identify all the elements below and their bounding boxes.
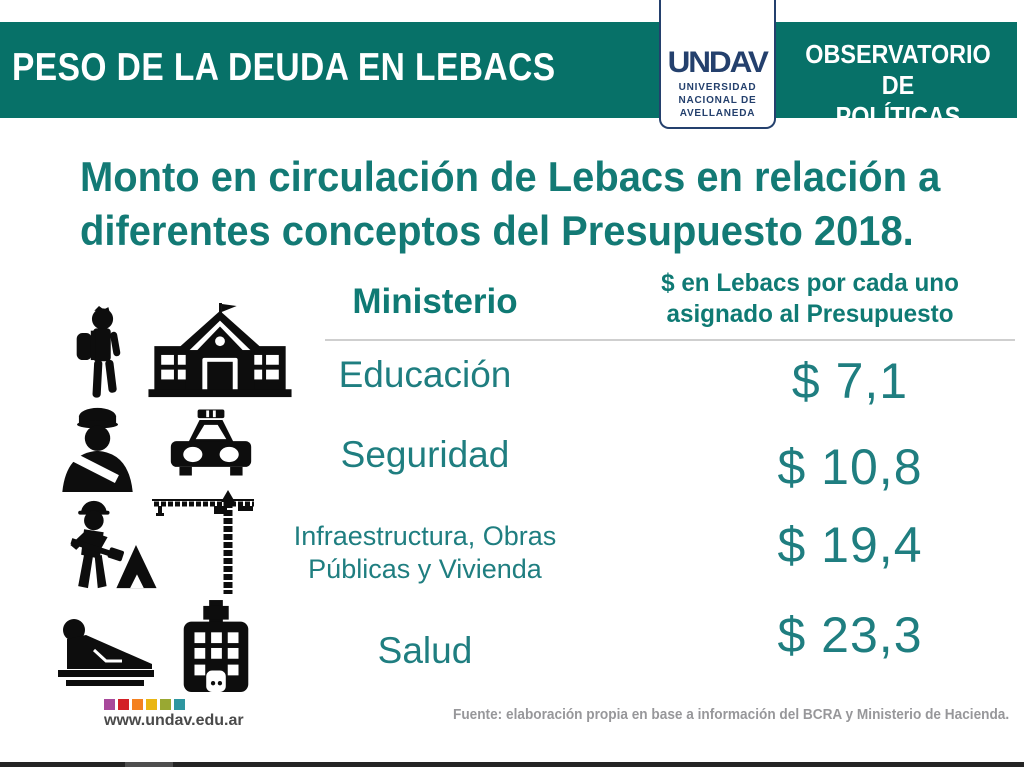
construction-worker-icon: [58, 496, 164, 592]
table-row-salud-value: $ 23,3: [777, 607, 923, 663]
brand-dot: [174, 699, 185, 710]
table-row-infraestructura-label: Infraestructura, Obras Públicas y Vivien…: [293, 521, 557, 584]
column-header-lebacs-line1: $ en Lebacs por cada uno: [661, 269, 959, 297]
chart-title-line1: Monto en circulación de Lebacs en relaci…: [80, 153, 941, 200]
table-row-educacion-label: Educación: [338, 354, 512, 395]
table-row-educacion-value: $ 7,1: [791, 353, 909, 409]
brand-dot: [118, 699, 129, 710]
table-row-seguridad-value: $ 10,8: [777, 439, 923, 495]
observatory-line2: POLÍTICAS PÚBLICAS: [835, 101, 961, 162]
brand-dot: [104, 699, 115, 710]
table-header-divider: [325, 339, 1015, 341]
logo-line3: AVELLANEDA: [679, 108, 756, 119]
table-row-infraestructura-value: $ 19,4: [777, 517, 923, 573]
bottom-bar-segment: [125, 762, 173, 767]
undav-logo: UNDAV UNIVERSIDAD NACIONAL DE AVELLANEDA: [659, 0, 776, 129]
brand-color-dots: [104, 699, 185, 710]
observatory-title: OBSERVATORIO DE POLÍTICAS PÚBLICAS: [792, 39, 1004, 163]
crane-icon: [150, 490, 262, 598]
observatory-line1: OBSERVATORIO DE: [805, 39, 991, 100]
brand-dot: [132, 699, 143, 710]
column-header-ministerio: Ministerio: [352, 282, 518, 321]
brand-dot: [160, 699, 171, 710]
student-icon: [62, 306, 136, 400]
police-car-icon: [167, 407, 255, 479]
logo-line2: NACIONAL DE: [678, 95, 757, 106]
chart-title: Monto en circulación de Lebacs en relaci…: [80, 150, 940, 258]
logo-line1: UNIVERSIDAD: [678, 82, 757, 93]
table-row-seguridad-label: Seguridad: [340, 434, 510, 475]
hospital-bed-icon: [54, 606, 166, 688]
brand-dot: [146, 699, 157, 710]
hospital-building-icon: [171, 600, 261, 694]
page-title: PESO DE LA DEUDA EN LEBACS: [12, 46, 556, 89]
website-link[interactable]: www.undav.edu.ar: [104, 712, 244, 729]
police-officer-icon: [56, 404, 140, 492]
source-note: Fuente: elaboración propia en base a inf…: [453, 707, 1010, 723]
school-icon: [146, 303, 294, 401]
undav-logo-text: UNIVERSIDAD NACIONAL DE AVELLANEDA: [678, 81, 756, 120]
header-bar: PESO DE LA DEUDA EN LEBACS OBSERVATORIO …: [0, 22, 1017, 162]
table-row-salud-label: Salud: [377, 630, 473, 671]
column-header-lebacs-line2: asignado al Presupuesto: [666, 300, 954, 328]
chart-title-line2: diferentes conceptos del Presupuesto 201…: [80, 207, 914, 254]
bottom-bar: [0, 762, 1024, 767]
column-header-lebacs: $ en Lebacs por cada uno asignado al Pre…: [616, 268, 1004, 330]
undav-wordmark: UNDAV: [667, 46, 769, 79]
